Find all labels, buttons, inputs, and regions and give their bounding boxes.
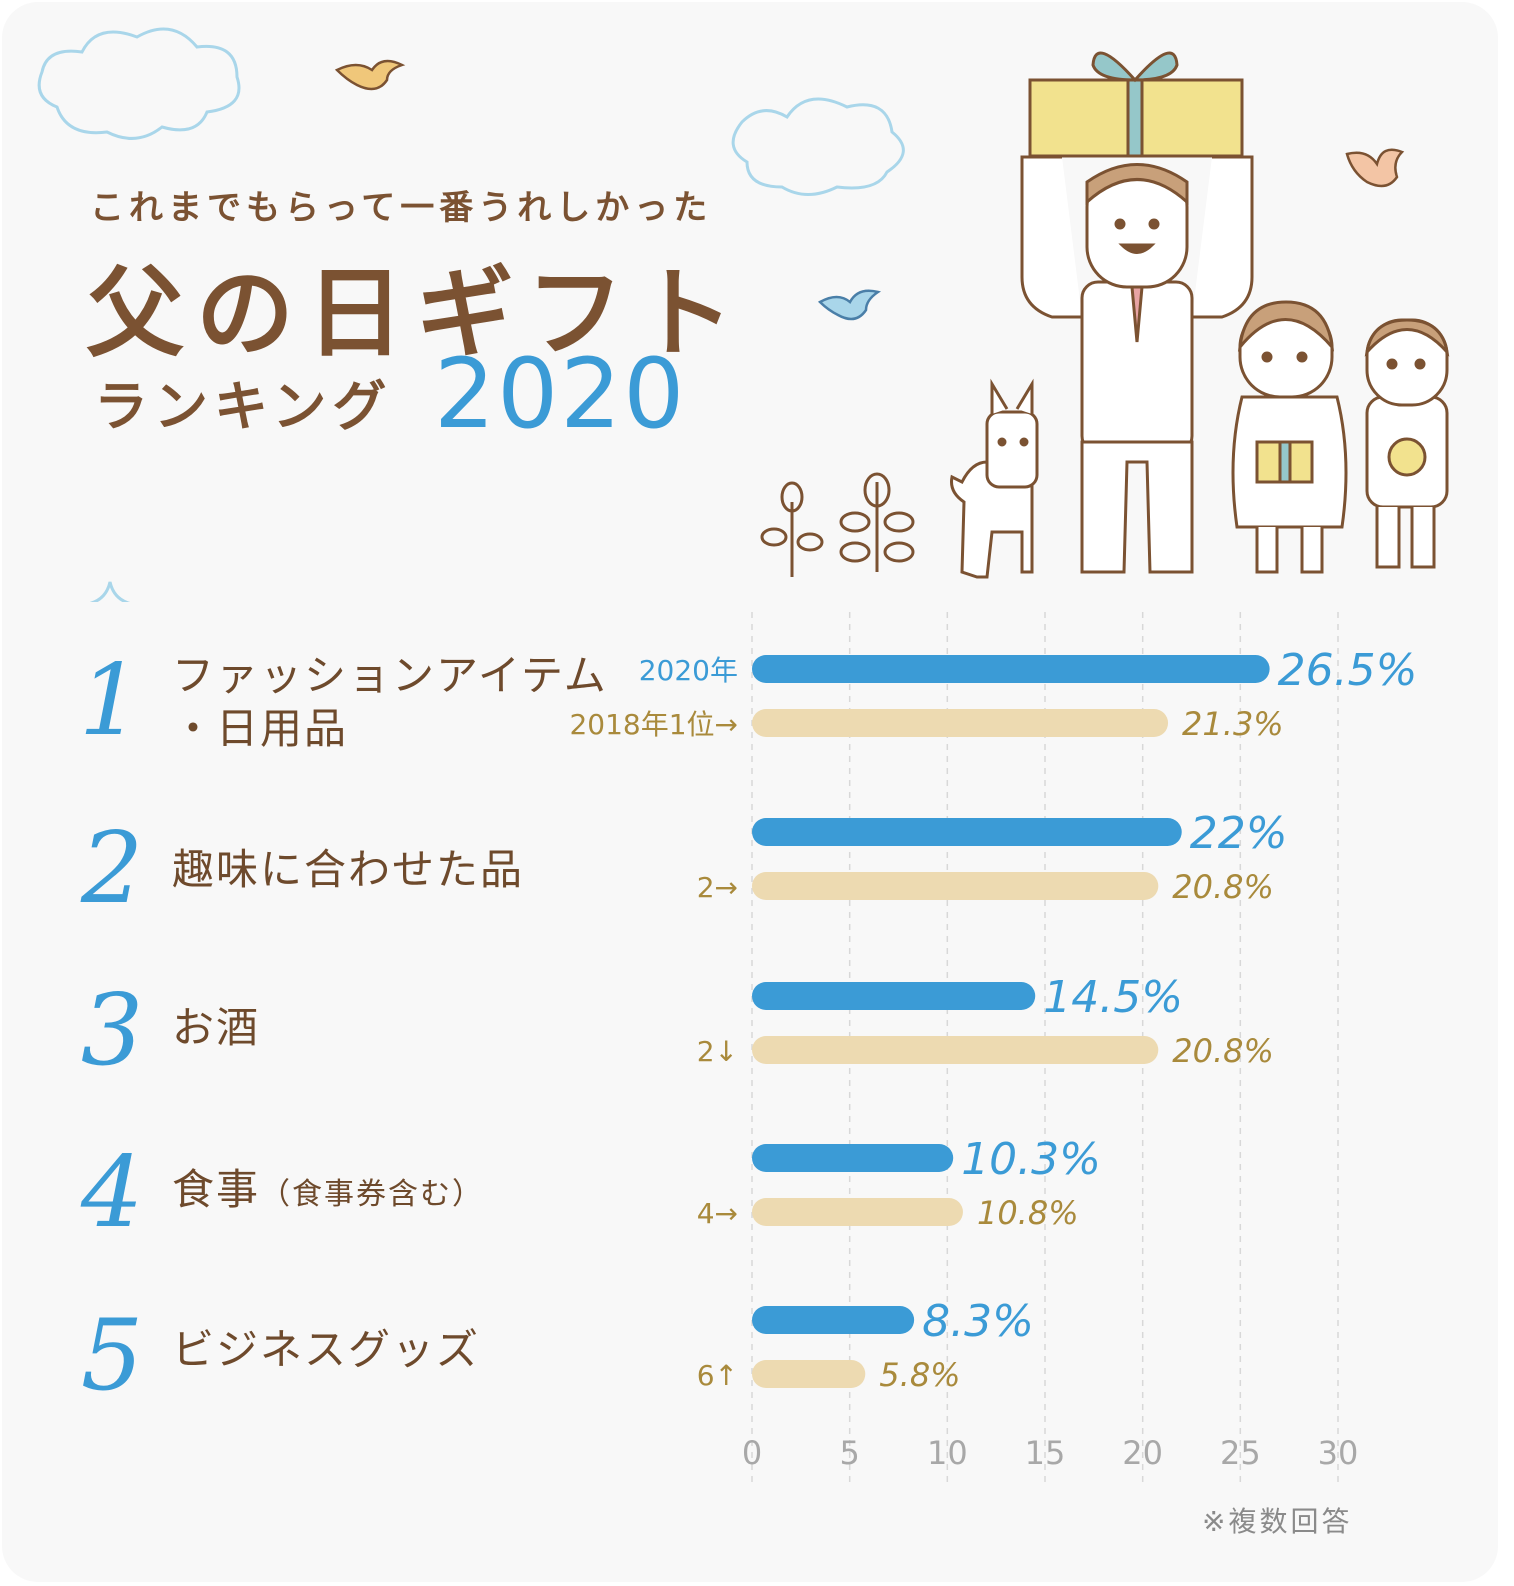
header-ranking: ランキング: [94, 375, 393, 438]
x-tick-label: 5: [839, 1434, 859, 1472]
x-tick-label: 10: [927, 1434, 968, 1472]
rank-label: 食事（食事券含む）: [172, 1164, 484, 1217]
rank-label-main: 食事: [172, 1165, 261, 1214]
rank-number: 5: [80, 1299, 144, 1413]
bird-icon: [334, 59, 406, 91]
x-tick-label: 0: [742, 1434, 762, 1472]
x-tick-label: 15: [1025, 1434, 1066, 1472]
x-tick-label: 20: [1122, 1434, 1163, 1472]
data-label-2018: 20.8%: [1172, 868, 1274, 906]
cloud-icon: [37, 27, 241, 140]
sparkle-icon: [89, 581, 131, 602]
rank-label-line: ファッションアイテム: [172, 651, 608, 700]
data-label-2018: 5.8%: [879, 1356, 960, 1394]
rank-label-note: （食事券含む）: [260, 1177, 485, 1212]
rank-number: 1: [78, 644, 142, 758]
data-label-2020: 8.3%: [922, 1296, 1034, 1347]
data-label-2018: 10.8%: [977, 1194, 1079, 1232]
data-label-2020: 26.5%: [1278, 645, 1418, 696]
previous-rank-label: 4→: [697, 1197, 738, 1230]
rank-label: ファッションアイテム ・日用品: [172, 650, 608, 755]
rank-label: 趣味に合わせた品: [172, 845, 525, 894]
header-subtitle: これまでもらって一番うれしかった: [90, 188, 713, 228]
data-label-2020: 22%: [1190, 808, 1288, 859]
bird-icon: [1345, 148, 1405, 188]
bird-icon: [817, 289, 882, 321]
plant-icon: [760, 472, 915, 577]
previous-rank-label: 2↓: [697, 1035, 738, 1068]
cloud-icon: [731, 97, 905, 196]
rank-number: 4: [80, 1136, 144, 1250]
previous-rank-label: 2→: [697, 871, 738, 904]
previous-rank-label: 2018年1位→: [569, 708, 738, 741]
boy-icon: [1364, 318, 1450, 569]
header-year: 2020: [434, 338, 687, 450]
x-tick-label: 25: [1220, 1434, 1261, 1472]
data-label-2020: 14.5%: [1043, 972, 1183, 1023]
page-title: 父の日ギフト: [86, 257, 747, 371]
rank-label: お酒: [172, 1003, 261, 1052]
series-label-2020: 2020年: [639, 654, 738, 687]
rank-number: 3: [80, 974, 144, 1088]
x-tick-label: 30: [1318, 1434, 1359, 1472]
girl-icon: [1231, 300, 1348, 574]
data-label-2018: 20.8%: [1172, 1032, 1274, 1070]
father-icon: [1020, 51, 1254, 574]
rank-label-line: ・日用品: [172, 703, 349, 753]
data-label-2018: 21.3%: [1182, 705, 1284, 743]
illustration: [37, 27, 1450, 602]
previous-rank-label: 6↑: [697, 1359, 738, 1392]
data-label-2020: 10.3%: [961, 1134, 1101, 1185]
rank-label: ビジネスグッズ: [172, 1325, 481, 1374]
rank-number: 2: [80, 812, 144, 926]
footnote: ※複数回答: [1202, 1505, 1353, 1538]
dog-icon: [950, 378, 1039, 579]
